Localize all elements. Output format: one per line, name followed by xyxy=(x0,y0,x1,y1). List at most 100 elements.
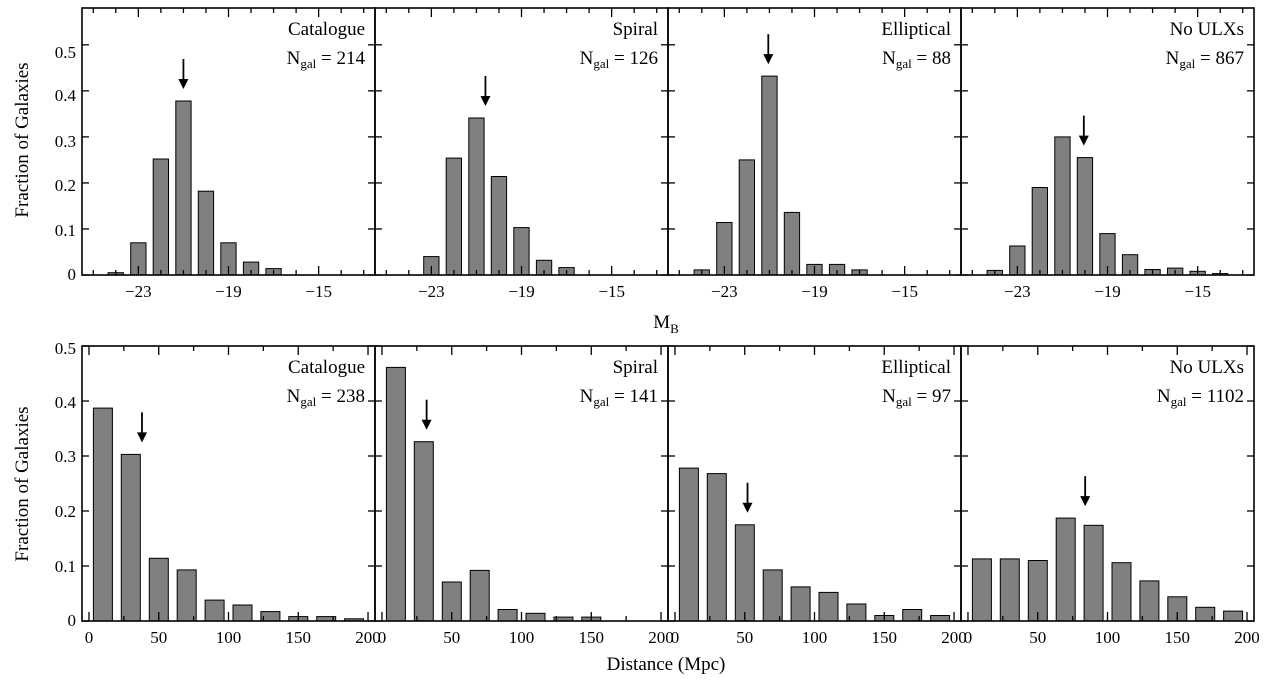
bottom-y-tick-label: 0.2 xyxy=(55,502,76,521)
histogram-bar xyxy=(1139,580,1160,622)
panel-count-prefix: N xyxy=(1166,48,1180,69)
histogram-panels: −23 −19 −15 Catalogue Ngal = 214 −23 −19 −15 Spi… xyxy=(81,7,1260,647)
x-tick-label: 50 xyxy=(736,628,753,647)
histogram-bar xyxy=(152,158,169,276)
bottom-x-axis-title: Distance (Mpc) xyxy=(607,654,726,675)
histogram-bar xyxy=(204,599,225,622)
x-tick-label: −15 xyxy=(1184,282,1211,301)
x-tick-label: −19 xyxy=(215,282,242,301)
x-tick-label: 200 xyxy=(648,628,674,647)
top-x-axis-title-sub: B xyxy=(670,321,679,336)
panel-count-prefix: N xyxy=(882,48,896,69)
panel-count-value: = 141 xyxy=(609,386,658,407)
histogram-bar xyxy=(120,453,141,622)
x-tick-label: 0 xyxy=(85,628,94,647)
panel-1: −23 −19 −15 Catalogue Ngal = 214 xyxy=(81,7,376,301)
histogram-bar xyxy=(413,441,434,622)
panel-count: Ngal = 141 xyxy=(580,386,658,409)
histogram-bar xyxy=(999,558,1020,622)
panel-3: −23 −19 −15 Elliptical Ngal = 88 xyxy=(667,7,962,301)
arrow-head-icon xyxy=(1078,135,1089,146)
panel-count-sub: gal xyxy=(300,56,316,71)
panel-count-prefix: N xyxy=(287,48,301,69)
x-tick-label: 200 xyxy=(1234,628,1260,647)
top-x-axis-title: MB xyxy=(653,312,679,336)
x-tick-label: 0 xyxy=(671,628,680,647)
histogram-bar xyxy=(1055,517,1076,622)
x-tick-label: 200 xyxy=(355,628,381,647)
panel-count: Ngal = 97 xyxy=(882,386,951,409)
x-tick-label: 100 xyxy=(509,628,535,647)
histogram-bar xyxy=(1083,524,1104,622)
histogram-bar xyxy=(232,604,253,622)
x-tick-label: −19 xyxy=(508,282,535,301)
panel-count-sub: gal xyxy=(896,56,912,71)
histogram-bar xyxy=(92,407,113,622)
histogram-bar xyxy=(1076,157,1094,276)
histogram-bar xyxy=(761,75,778,276)
panel-count-value: = 1102 xyxy=(1186,386,1244,407)
x-tick-label: 50 xyxy=(443,628,460,647)
panel-count: Ngal = 238 xyxy=(287,386,365,409)
panel-label: Spiral xyxy=(613,357,658,378)
histogram-bar xyxy=(468,117,485,276)
panel-count-prefix: N xyxy=(287,386,301,407)
bottom-y-tick-label: 0.3 xyxy=(55,447,76,466)
histogram-bar xyxy=(930,615,951,622)
x-tick-label: 150 xyxy=(579,628,605,647)
x-tick-label: 0 xyxy=(964,628,973,647)
x-tick-label: 100 xyxy=(216,628,242,647)
top-y-tick-label: 0.4 xyxy=(55,86,77,105)
top-y-tick-label: 0.1 xyxy=(55,221,76,240)
panel-count-sub: gal xyxy=(1171,394,1187,409)
histogram-bar xyxy=(790,586,811,622)
panel-count-value: = 238 xyxy=(316,386,365,407)
x-tick-label: 0 xyxy=(378,628,387,647)
histogram-bar xyxy=(490,176,508,276)
x-tick-label: 200 xyxy=(941,628,967,647)
panel-count: Ngal = 1102 xyxy=(1157,386,1244,409)
panel-6: 0 50 100 150 200 Spiral Ngal = 141 xyxy=(374,345,674,647)
bottom-y-tick-label: 0.5 xyxy=(55,339,76,358)
histogram-bar xyxy=(525,612,546,622)
x-tick-label: 150 xyxy=(872,628,898,647)
panel-count-prefix: N xyxy=(882,386,896,407)
histogram-bar xyxy=(176,569,197,622)
panel-label: Elliptical xyxy=(881,19,951,40)
x-tick-label: −19 xyxy=(801,282,828,301)
histogram-bar xyxy=(1054,136,1071,276)
arrow-head-icon xyxy=(178,79,189,89)
bottom-y-tick-label: 0.4 xyxy=(55,393,77,412)
panel-count: Ngal = 126 xyxy=(580,48,658,71)
x-tick-label: −23 xyxy=(1004,282,1031,301)
panel-4: −23 −19 −15 No ULXs Ngal = 867 xyxy=(960,7,1255,301)
x-tick-label: −15 xyxy=(891,282,918,301)
panel-5: 0 50 100 150 200 Catalogue Ngal = 238 xyxy=(81,345,381,647)
histogram-bar xyxy=(738,159,756,276)
panel-count-sub: gal xyxy=(593,394,609,409)
histogram-bar xyxy=(706,473,727,622)
panel-count-prefix: N xyxy=(580,48,594,69)
bottom-y-tick-label: 0.1 xyxy=(55,557,76,576)
panel-count-prefix: N xyxy=(1157,386,1171,407)
panel-label: Catalogue xyxy=(288,19,365,40)
panel-label: Spiral xyxy=(613,19,658,40)
bottom-y-tick-label: 0 xyxy=(68,611,77,630)
arrow-head-icon xyxy=(1080,496,1091,507)
x-tick-label: 100 xyxy=(802,628,828,647)
top-y-tick-labels: 0 0.1 0.2 0.3 0.4 0.5 xyxy=(55,43,77,284)
histogram-bar xyxy=(762,569,783,622)
x-tick-label: 150 xyxy=(286,628,312,647)
top-y-tick-label: 0.3 xyxy=(55,132,76,151)
histogram-bar xyxy=(175,100,192,276)
arrow-head-icon xyxy=(480,96,491,106)
panel-count-prefix: N xyxy=(580,386,594,407)
x-tick-label: 50 xyxy=(1029,628,1046,647)
bottom-y-axis-title: Fraction of Galaxies xyxy=(12,406,33,561)
histogram-bar xyxy=(678,467,699,622)
panel-count-value: = 214 xyxy=(316,48,365,69)
panel-count-sub: gal xyxy=(300,394,316,409)
histogram-bar xyxy=(734,524,755,622)
x-tick-label: −19 xyxy=(1094,282,1121,301)
x-tick-label: −15 xyxy=(305,282,332,301)
